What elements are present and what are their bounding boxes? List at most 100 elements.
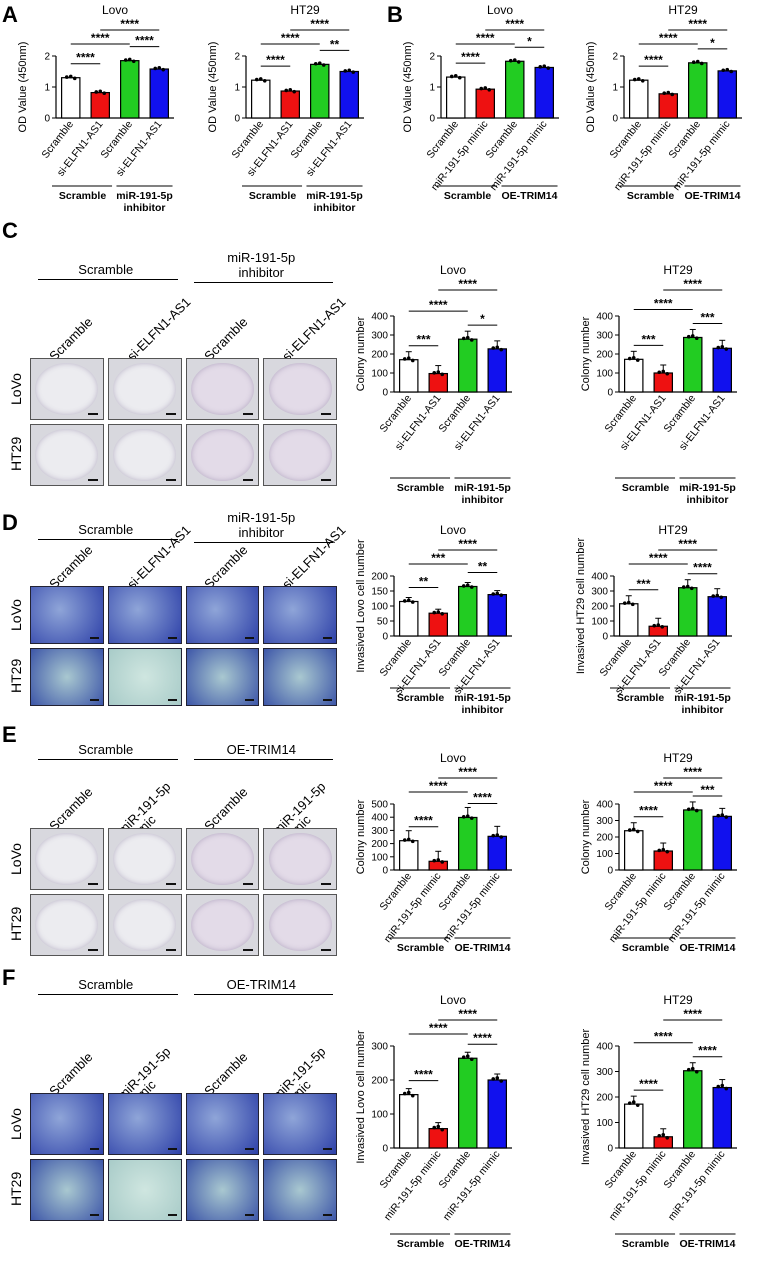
chart-title: HT29 bbox=[663, 751, 693, 765]
y-tick-label: 2 bbox=[44, 52, 50, 63]
y-tick-label: 100 bbox=[371, 852, 388, 863]
chart-e-ht29: HT29 0 100 200 300 400 Colony number Scramblemi… bbox=[580, 751, 737, 954]
data-point bbox=[686, 807, 691, 812]
bar bbox=[653, 1136, 673, 1149]
photo-group-line bbox=[38, 994, 178, 995]
data-point bbox=[469, 585, 474, 589]
data-point bbox=[499, 347, 504, 352]
sig-label: **** bbox=[458, 537, 477, 551]
data-point bbox=[491, 833, 496, 838]
transwell-image bbox=[185, 1159, 260, 1221]
category-label: miR-191-5p mimic bbox=[441, 1148, 503, 1223]
photo-column-label: Scramble bbox=[201, 542, 251, 592]
colony-well-image bbox=[30, 828, 104, 890]
photo-group-label: Scramble bbox=[78, 522, 134, 537]
y-tick-label: 100 bbox=[371, 1110, 388, 1121]
scale-bar bbox=[245, 1148, 255, 1150]
data-point bbox=[406, 598, 411, 603]
scale-bar bbox=[87, 413, 98, 415]
y-tick-label: 0 bbox=[602, 632, 608, 643]
group-label: miR-191-5p bbox=[306, 190, 363, 202]
bar bbox=[653, 850, 673, 871]
category-label: miR-191-5p mimic bbox=[612, 118, 674, 193]
data-point bbox=[716, 1084, 721, 1089]
data-point bbox=[495, 345, 500, 350]
data-point bbox=[656, 623, 661, 627]
y-tick-label: 300 bbox=[591, 587, 608, 598]
sig-label: *** bbox=[700, 783, 714, 797]
data-point bbox=[721, 68, 726, 73]
sig-label: **** bbox=[654, 779, 673, 793]
colony-well-image bbox=[185, 358, 260, 420]
photos-f: ScrambleOE-TRIM14ScramblemiR-191-5pmimic… bbox=[0, 965, 345, 1225]
data-point bbox=[317, 61, 322, 65]
data-point bbox=[495, 591, 500, 596]
scale-bar bbox=[243, 413, 254, 415]
y-tick-label: 50 bbox=[377, 617, 389, 628]
transwell-image bbox=[263, 1093, 337, 1155]
transwell-image bbox=[30, 648, 104, 706]
data-point bbox=[410, 358, 415, 363]
photo-column-label: Scramble bbox=[45, 314, 96, 364]
data-point bbox=[406, 356, 411, 360]
group-label: OE-TRIM14 bbox=[454, 1238, 510, 1250]
category-label: miR-191-5p mimic bbox=[441, 870, 503, 945]
sig-label: **** bbox=[120, 17, 139, 31]
sig-label: **** bbox=[683, 277, 702, 291]
category-label: miR-191-5p mimic bbox=[671, 118, 733, 193]
y-tick-label: 0 bbox=[44, 114, 50, 125]
y-tick-label: 200 bbox=[371, 839, 388, 850]
transwell-image bbox=[185, 648, 260, 706]
group-label: inhibitor bbox=[124, 202, 166, 214]
photo-column-label: Scramble bbox=[45, 1049, 96, 1099]
panel-letter-e: E bbox=[2, 722, 17, 747]
chart-title: HT29 bbox=[663, 263, 693, 277]
chart-d-ht29: HT29 0 100 200 300 400 Invasived HT29 cell num… bbox=[575, 523, 732, 716]
photo-group-label: Scramble bbox=[78, 977, 134, 992]
colony-well-image bbox=[263, 424, 337, 486]
photo-row-label: LoVo bbox=[8, 599, 24, 631]
sig-label: *** bbox=[416, 333, 430, 347]
y-tick-label: 400 bbox=[596, 800, 613, 811]
scale-bar bbox=[89, 699, 99, 701]
group-label: Scramble bbox=[627, 190, 674, 202]
colony-well-image bbox=[263, 358, 337, 420]
y-tick-label: 200 bbox=[596, 1093, 613, 1104]
data-point bbox=[351, 70, 356, 74]
sig-label: ** bbox=[330, 37, 340, 51]
data-point bbox=[694, 336, 699, 341]
y-tick-label: 100 bbox=[371, 602, 388, 613]
sig-label: * bbox=[527, 34, 532, 48]
y-tick-label: 100 bbox=[596, 849, 613, 860]
sig-label: * bbox=[480, 312, 485, 326]
bar bbox=[678, 587, 698, 637]
culture-dish bbox=[35, 898, 99, 952]
data-point bbox=[499, 1079, 504, 1083]
y-axis-label: Invasived Lovo cell number bbox=[355, 539, 367, 673]
chart-title: HT29 bbox=[663, 993, 693, 1007]
data-point bbox=[491, 1077, 496, 1081]
data-point bbox=[457, 75, 462, 80]
data-point bbox=[432, 610, 437, 615]
transwell-image bbox=[107, 1159, 182, 1221]
group-label: Scramble bbox=[59, 190, 106, 202]
transwell-image bbox=[185, 1093, 260, 1155]
data-point bbox=[627, 356, 632, 361]
data-point bbox=[499, 593, 504, 597]
data-point bbox=[661, 1132, 666, 1137]
group-label: Scramble bbox=[397, 1238, 444, 1250]
panel-letter-f: F bbox=[2, 965, 16, 990]
colony-well-image bbox=[30, 358, 104, 420]
bar bbox=[487, 1079, 507, 1149]
bar bbox=[446, 76, 466, 119]
bar bbox=[683, 336, 703, 393]
data-point bbox=[499, 835, 504, 839]
data-point bbox=[491, 592, 496, 596]
data-point bbox=[724, 347, 729, 351]
y-tick-label: 200 bbox=[596, 833, 613, 844]
data-point bbox=[686, 1067, 691, 1072]
group-label: OE-TRIM14 bbox=[684, 190, 740, 202]
sig-label: **** bbox=[414, 814, 433, 828]
